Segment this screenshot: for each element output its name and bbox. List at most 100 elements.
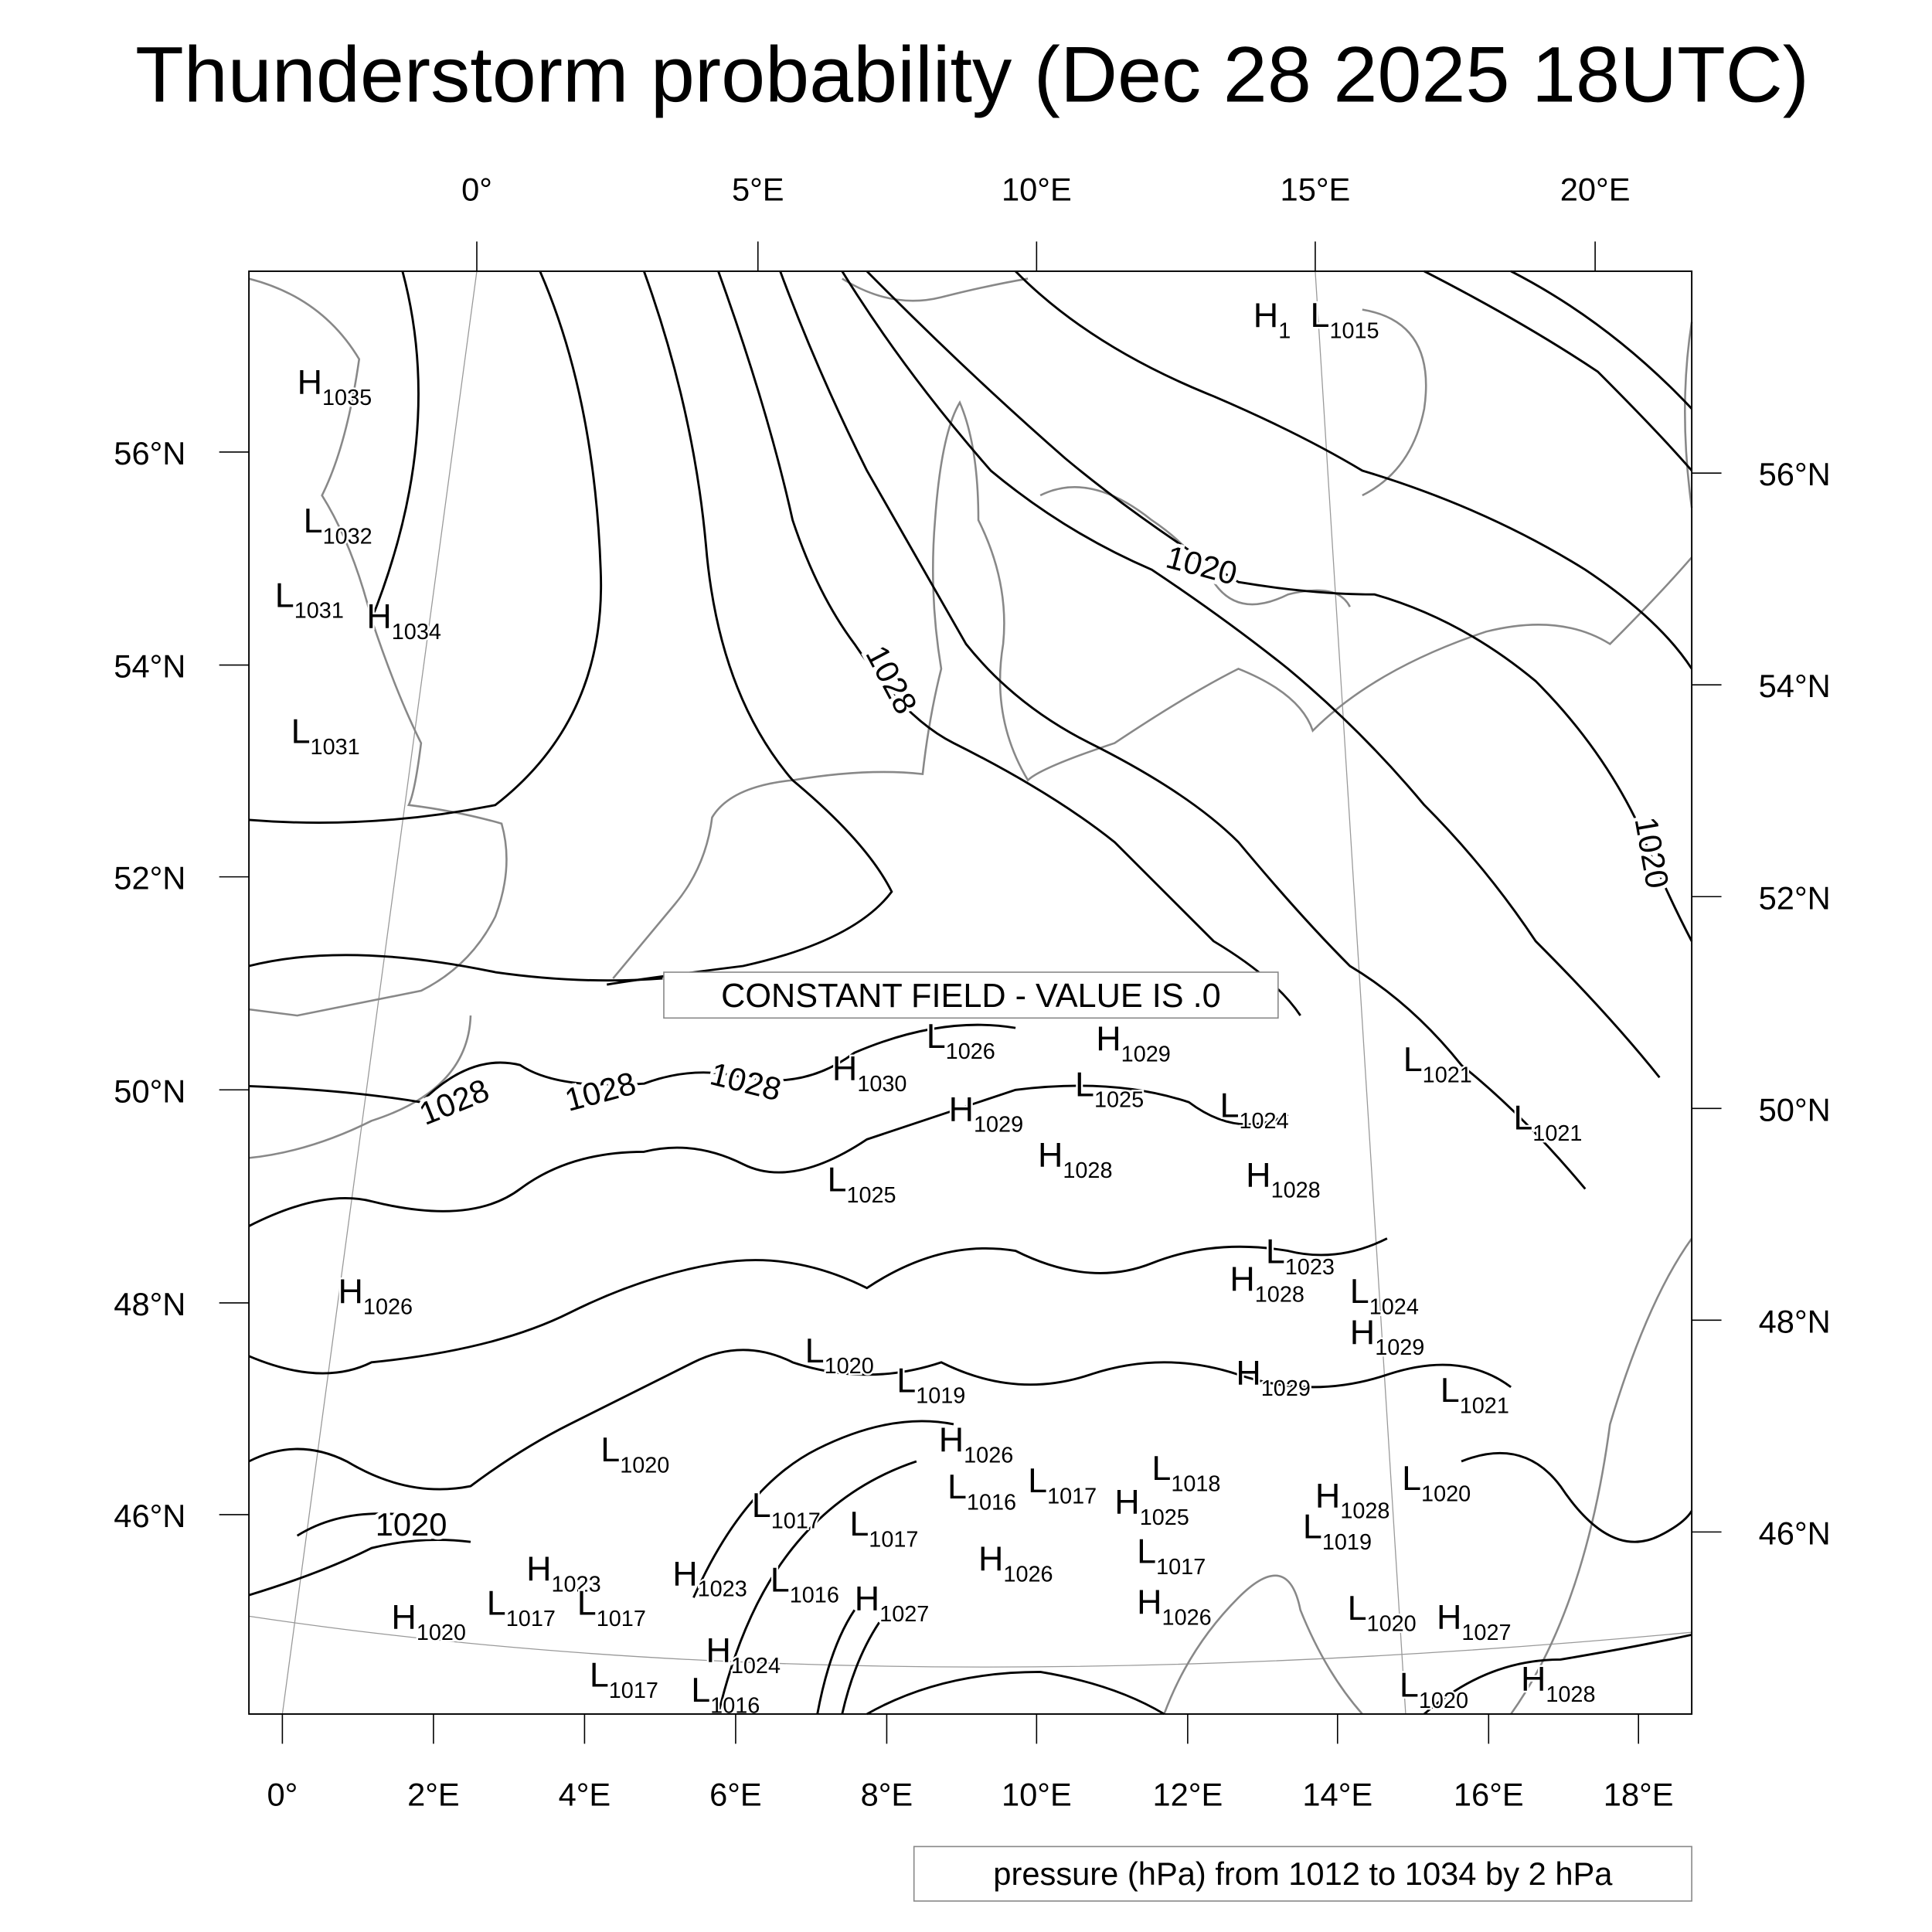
- center-value: 1025: [1140, 1505, 1189, 1530]
- bottom-lon-label: 12°E: [1152, 1777, 1223, 1813]
- left-lat-label: 56°N: [114, 435, 185, 471]
- center-value: 1028: [1271, 1179, 1321, 1203]
- high-pressure-label: H1028: [1315, 1475, 1390, 1523]
- high-pressure-label: H1028: [1038, 1135, 1113, 1183]
- center-value: 1034: [392, 620, 441, 645]
- high-pressure-label: H1026: [1137, 1582, 1212, 1630]
- center-type: L: [1028, 1461, 1047, 1500]
- top-lon-label: 10°E: [1002, 172, 1072, 208]
- low-pressure-label: L1020: [1402, 1458, 1471, 1506]
- center-type: L: [947, 1467, 967, 1506]
- top-lon-label: 20°E: [1560, 172, 1631, 208]
- footer-text: pressure (hPa) from 1012 to 1034 by 2 hP…: [993, 1855, 1613, 1892]
- center-value: 1020: [1419, 1689, 1468, 1713]
- center-value: 1017: [597, 1607, 646, 1631]
- center-type: H: [1230, 1259, 1254, 1298]
- center-type: L: [1513, 1098, 1532, 1138]
- center-type: L: [1403, 1039, 1423, 1079]
- left-lat-label: 50°N: [114, 1073, 185, 1109]
- high-pressure-label: H1028: [1230, 1259, 1304, 1307]
- right-lat-label: 46°N: [1759, 1515, 1831, 1551]
- bottom-lon-label: 6°E: [709, 1777, 762, 1813]
- right-lat-label: 54°N: [1759, 668, 1831, 704]
- center-value: 1024: [1239, 1109, 1288, 1134]
- low-pressure-label: L1025: [1075, 1064, 1144, 1112]
- low-pressure-label: L1016: [947, 1467, 1016, 1515]
- low-pressure-label: L1021: [1513, 1098, 1582, 1146]
- coastlines: [248, 277, 1693, 1715]
- low-pressure-label: L1019: [896, 1360, 965, 1408]
- center-value: 1018: [1171, 1471, 1220, 1496]
- right-lat-label: 52°N: [1759, 879, 1831, 916]
- center-value: 1026: [946, 1039, 995, 1064]
- high-pressure-label: H1023: [672, 1553, 747, 1601]
- footer-info: pressure (hPa) from 1012 to 1034 by 2 hP…: [913, 1845, 1692, 1902]
- map-title: Thunderstorm probability (Dec 28 2025 18…: [135, 29, 1809, 118]
- right-lat-label: 50°N: [1759, 1091, 1831, 1128]
- center-value: 1027: [879, 1602, 929, 1627]
- high-pressure-label: H1029: [1236, 1353, 1311, 1401]
- center-type: L: [1400, 1665, 1419, 1705]
- center-type: H: [1350, 1312, 1375, 1352]
- center-value: 1021: [1423, 1063, 1472, 1088]
- center-type: L: [896, 1360, 916, 1400]
- low-pressure-label: L1015: [1311, 295, 1379, 343]
- center-type: H: [391, 1597, 416, 1636]
- center-type: L: [752, 1485, 771, 1525]
- center-value: 1017: [771, 1509, 821, 1534]
- left-lat-label: 54°N: [114, 648, 185, 685]
- high-pressure-label: H1029: [1096, 1019, 1171, 1066]
- center-value: 1021: [1532, 1121, 1582, 1146]
- center-type: H: [1521, 1659, 1546, 1699]
- center-value: 1024: [1369, 1294, 1419, 1319]
- high-pressure-label: H1026: [338, 1271, 413, 1319]
- center-type: H: [1437, 1597, 1461, 1636]
- low-pressure-label: L1018: [1151, 1448, 1220, 1496]
- low-pressure-label: L1017: [849, 1504, 918, 1552]
- center-value: 1035: [322, 386, 372, 410]
- center-value: 1025: [846, 1183, 896, 1208]
- center-value: 1017: [869, 1528, 918, 1553]
- bottom-lon-label: 0°: [267, 1777, 298, 1813]
- high-pressure-label: H1026: [939, 1420, 1014, 1468]
- center-value: 1021: [1460, 1394, 1509, 1419]
- axis-ticks: 0° 5°E 10°E 15°E 20°E 0° 2°E 4°E 6°E 8°E 10°E 12°E 1…: [114, 172, 1830, 1813]
- high-pressure-label: H1027: [855, 1578, 930, 1626]
- center-type: H: [1137, 1582, 1162, 1621]
- center-type: L: [1303, 1506, 1322, 1546]
- bottom-lon-label: 16°E: [1454, 1777, 1524, 1813]
- center-type: H: [1246, 1155, 1270, 1194]
- center-type: L: [304, 501, 323, 540]
- high-pressure-label: H1029: [1350, 1312, 1425, 1360]
- high-pressure-label: H1025: [1114, 1481, 1189, 1529]
- center-value: 1028: [1546, 1682, 1595, 1707]
- high-pressure-label: H1030: [832, 1048, 907, 1096]
- low-pressure-label: L1024: [1220, 1086, 1289, 1134]
- center-value: 1026: [1003, 1562, 1053, 1587]
- center-value: 1029: [1375, 1335, 1424, 1360]
- meridian-line: [1315, 270, 1406, 1714]
- center-value: 1026: [1162, 1606, 1212, 1631]
- center-type: H: [978, 1539, 1003, 1578]
- center-value: 1019: [1322, 1530, 1372, 1555]
- high-pressure-label: H1024: [706, 1631, 781, 1679]
- left-lat-label: 52°N: [114, 860, 185, 896]
- center-type: H: [1236, 1353, 1260, 1393]
- center-type: L: [1402, 1458, 1421, 1498]
- center-type: H: [672, 1553, 697, 1593]
- top-lon-label: 15°E: [1281, 172, 1351, 208]
- center-type: L: [1137, 1531, 1156, 1570]
- bottom-lon-label: 8°E: [861, 1777, 913, 1813]
- low-pressure-label: L1020: [600, 1430, 669, 1478]
- center-type: H: [1114, 1481, 1139, 1521]
- center-type: L: [487, 1583, 506, 1623]
- center-value: 1020: [825, 1354, 874, 1379]
- low-pressure-label: L1026: [927, 1016, 995, 1064]
- center-type: L: [1220, 1086, 1240, 1125]
- center-type: L: [275, 575, 294, 614]
- center-type: L: [805, 1331, 825, 1370]
- center-type: L: [1075, 1064, 1094, 1104]
- bottom-lon-label: 18°E: [1604, 1777, 1674, 1813]
- isobars: [248, 270, 1693, 1716]
